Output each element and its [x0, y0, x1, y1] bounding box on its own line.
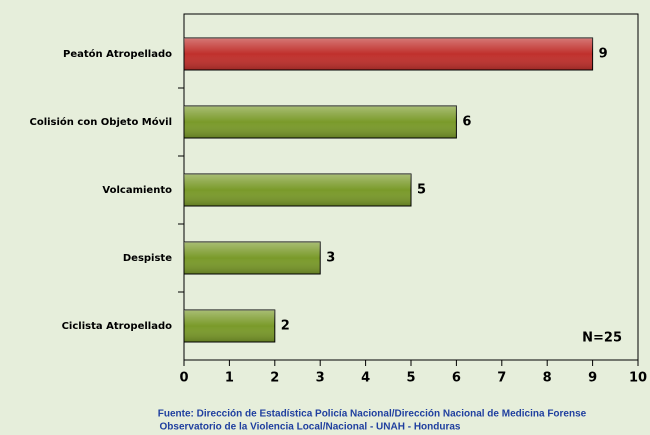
source: Observatorio de la Violencia Local/Nacio… [160, 422, 461, 433]
annotation: N=25 [582, 331, 622, 346]
x-tick-label: 0 [179, 371, 188, 386]
x-tick-label: 3 [316, 371, 325, 386]
bar-shade [184, 310, 275, 342]
value-label: 9 [599, 47, 608, 62]
x-tick-label: 5 [406, 371, 415, 386]
x-tick-label: 8 [543, 371, 552, 386]
bar-shade [184, 106, 457, 138]
x-tick-label: 10 [629, 371, 647, 386]
bar-shade [184, 38, 593, 70]
x-tick-label: 2 [270, 371, 279, 386]
y-tick-label: Despiste [123, 253, 172, 264]
x-tick-label: 7 [497, 371, 506, 386]
bar-shade [184, 242, 321, 274]
x-tick-label: 9 [588, 371, 597, 386]
y-tick-label: Colisión con Objeto Móvil [29, 116, 172, 128]
x-tick-label: 4 [361, 371, 370, 386]
value-label: 5 [417, 183, 426, 198]
value-label: 3 [326, 251, 335, 266]
bar-shade [184, 174, 411, 206]
value-label: 2 [281, 319, 290, 334]
y-tick-label: Peatón Atropellado [63, 48, 172, 60]
y-tick-label: Ciclista Atropellado [62, 321, 173, 332]
x-tick-label: 6 [452, 371, 461, 386]
value-label: 6 [462, 115, 471, 130]
x-tick-label: 1 [225, 371, 234, 386]
source: Fuente: Dirección de Estadística Policía… [158, 409, 587, 420]
y-tick-label: Volcamiento [102, 185, 172, 196]
